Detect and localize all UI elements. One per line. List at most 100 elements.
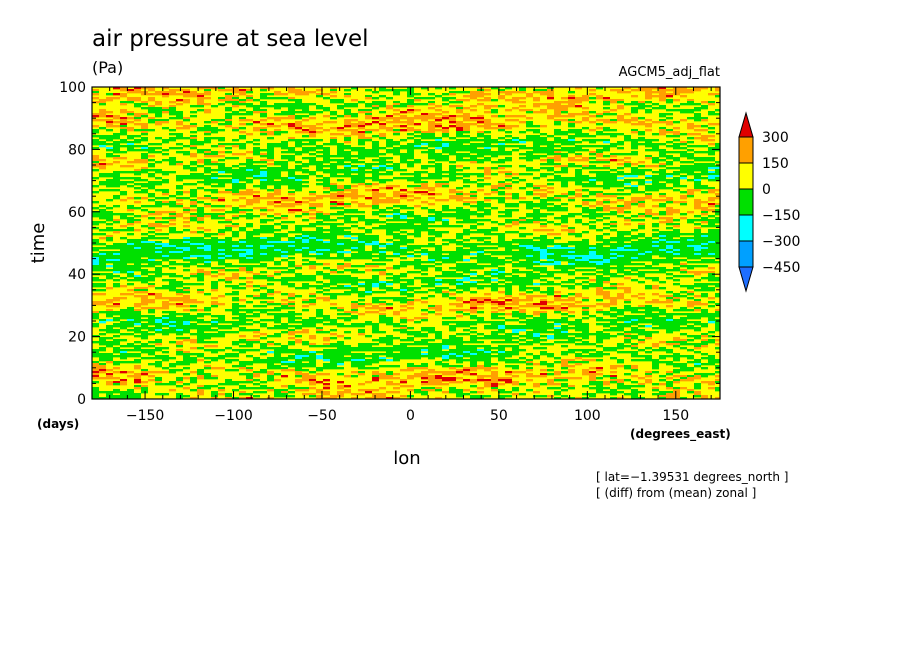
field-cell: [687, 149, 694, 152]
field-cell: [596, 237, 603, 240]
field-cell: [232, 165, 239, 168]
field-cell: [148, 329, 155, 332]
field-cell: [596, 359, 603, 362]
field-cell: [155, 267, 162, 270]
field-cell: [498, 199, 505, 202]
field-cell: [470, 305, 477, 308]
field-cell: [267, 237, 281, 240]
field-cell: [617, 359, 624, 362]
field-cell: [477, 353, 491, 356]
field-cell: [295, 131, 309, 134]
field-cell: [386, 243, 393, 246]
field-cell: [463, 179, 470, 182]
field-cell: [288, 319, 295, 322]
field-cell: [267, 283, 274, 286]
field-cell: [239, 197, 246, 200]
field-cell: [694, 183, 701, 186]
field-cell: [358, 373, 365, 376]
field-cell: [155, 269, 162, 272]
field-cell: [547, 87, 554, 90]
field-cell: [456, 311, 463, 314]
field-cell: [253, 359, 288, 362]
field-cell: [631, 89, 652, 92]
field-cell: [393, 387, 400, 390]
field-cell: [337, 211, 365, 214]
field-cell: [603, 141, 610, 144]
field-cell: [134, 243, 155, 246]
field-cell: [540, 251, 547, 254]
field-cell: [316, 381, 323, 384]
field-cell: [211, 247, 260, 250]
field-cell: [169, 251, 183, 254]
field-cell: [323, 363, 337, 366]
field-cell: [575, 245, 603, 248]
field-cell: [407, 143, 421, 146]
field-cell: [127, 185, 134, 188]
field-cell: [337, 147, 365, 150]
field-cell: [421, 137, 442, 140]
field-cell: [456, 359, 491, 362]
field-cell: [386, 323, 400, 326]
field-cell: [498, 183, 512, 186]
field-cell: [498, 309, 505, 312]
field-cell: [715, 161, 720, 164]
field-cell: [582, 313, 589, 316]
field-cell: [169, 229, 176, 232]
field-cell: [337, 385, 344, 388]
field-cell: [463, 231, 491, 234]
field-cell: [575, 335, 589, 338]
field-cell: [316, 89, 323, 92]
field-cell: [309, 337, 316, 340]
field-cell: [491, 227, 498, 230]
field-cell: [99, 189, 120, 192]
field-cell: [449, 329, 456, 332]
field-cell: [141, 343, 148, 346]
field-cell: [344, 185, 351, 188]
field-cell: [561, 303, 575, 306]
field-cell: [127, 129, 134, 132]
field-cell: [288, 127, 295, 130]
field-cell: [575, 189, 582, 192]
field-cell: [211, 283, 218, 286]
field-cell: [680, 133, 687, 136]
field-cell: [596, 291, 610, 294]
field-cell: [379, 117, 442, 120]
field-cell: [127, 89, 134, 92]
field-cell: [288, 137, 295, 140]
field-cell: [120, 259, 148, 262]
field-cell: [526, 183, 533, 186]
field-cell: [715, 213, 720, 216]
field-cell: [155, 331, 190, 334]
field-cell: [92, 119, 113, 122]
field-cell: [491, 269, 498, 272]
field-cell: [232, 275, 239, 278]
field-cell: [316, 195, 337, 198]
field-cell: [155, 379, 162, 382]
field-cell: [372, 203, 379, 206]
field-cell: [330, 99, 344, 102]
field-cell: [386, 171, 393, 174]
field-cell: [568, 163, 575, 166]
field-cell: [267, 379, 274, 382]
field-cell: [547, 179, 589, 182]
field-cell: [211, 215, 218, 218]
field-cell: [561, 269, 568, 272]
field-cell: [519, 157, 540, 160]
field-cell: [561, 365, 575, 368]
field-cell: [267, 341, 274, 344]
field-cell: [456, 305, 463, 308]
field-cell: [407, 307, 414, 310]
field-cell: [414, 321, 421, 324]
field-cell: [141, 169, 162, 172]
field-cell: [701, 375, 708, 378]
field-cell: [260, 187, 267, 190]
field-cell: [211, 255, 225, 258]
field-cell: [687, 391, 694, 394]
field-cell: [701, 333, 708, 336]
field-cell: [148, 163, 155, 166]
field-cell: [365, 185, 372, 188]
field-cell: [470, 381, 477, 384]
field-cell: [260, 263, 267, 266]
field-cell: [491, 371, 498, 374]
field-cell: [274, 103, 316, 106]
